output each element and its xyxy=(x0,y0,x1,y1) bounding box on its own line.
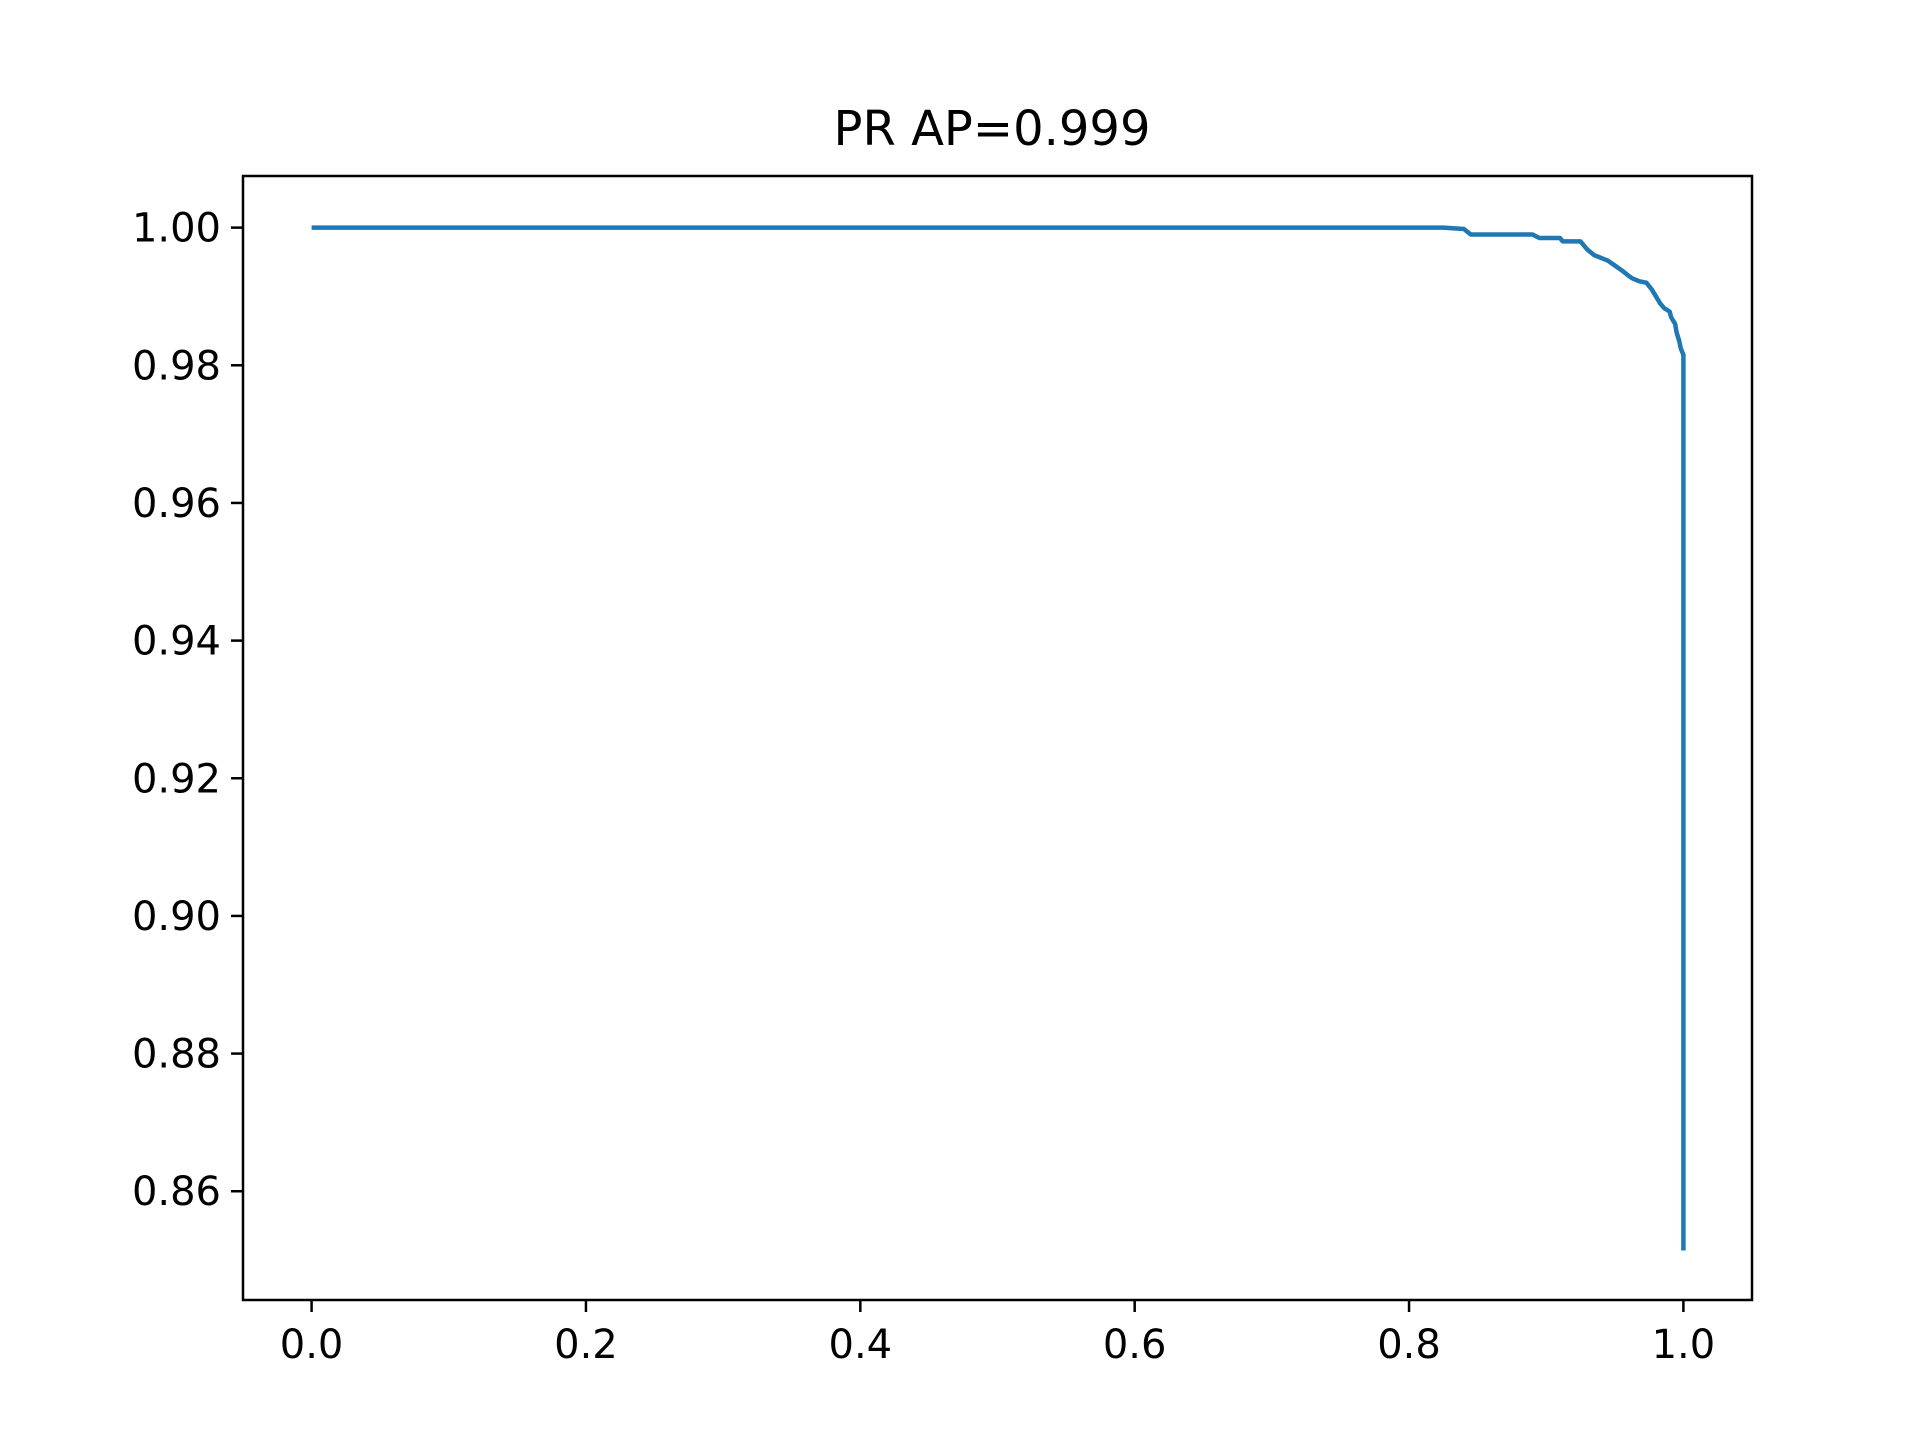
y-tick-label: 0.86 xyxy=(132,1169,221,1215)
x-tick-label: 0.8 xyxy=(1377,1322,1441,1368)
x-tick-label: 0.6 xyxy=(1103,1322,1167,1368)
y-tick-label: 0.88 xyxy=(132,1032,221,1078)
x-axis: 0.0 0.2 0.4 0.6 0.8 1.0 xyxy=(280,1300,1715,1368)
pr-curve-line xyxy=(311,225,1686,1251)
y-tick-label: 0.94 xyxy=(132,619,221,665)
axes-frame xyxy=(241,174,1754,1302)
x-tick-label: 0.0 xyxy=(280,1322,344,1368)
chart-title: PR AP=0.999 xyxy=(834,101,1151,157)
y-tick-label: 0.96 xyxy=(132,481,221,527)
y-axis: 0.86 0.88 0.90 0.92 0.94 0.96 0.98 1.00 xyxy=(132,206,243,1215)
x-tick-label: 0.4 xyxy=(829,1322,893,1368)
y-tick-label: 0.92 xyxy=(132,756,221,802)
x-tick-label: 1.0 xyxy=(1652,1322,1716,1368)
y-tick-label: 1.00 xyxy=(132,206,221,252)
y-tick-label: 0.90 xyxy=(132,894,221,940)
y-tick-label: 0.98 xyxy=(132,343,221,389)
plot-area xyxy=(241,174,1754,1302)
x-tick-label: 0.2 xyxy=(554,1322,618,1368)
